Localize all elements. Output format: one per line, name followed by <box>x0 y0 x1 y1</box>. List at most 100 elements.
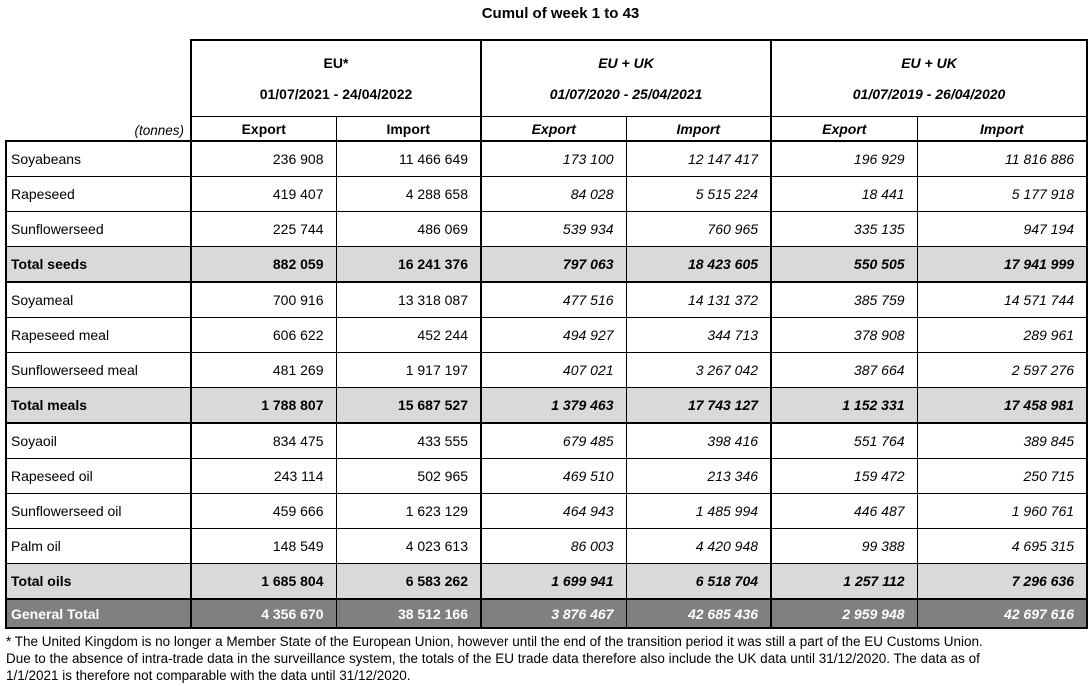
table-row: Soyameal 700 916 13 318 087 477 516 14 131 3… <box>5 281 1089 318</box>
cell-euuk1-export: 469 510 <box>480 458 627 494</box>
cell-euuk2-import: 2 597 276 <box>916 352 1089 388</box>
cell-euuk2-export: 1 152 331 <box>770 387 918 424</box>
cell-eu-import: 4 288 658 <box>335 176 482 212</box>
cell-euuk1-import: 3 267 042 <box>625 352 772 388</box>
cell-eu-export: 419 407 <box>190 176 337 212</box>
table-body: Soyabeans 236 908 11 466 649 173 100 12 147 … <box>5 140 1089 629</box>
cell-eu-export: 459 666 <box>190 493 337 529</box>
cell-euuk1-export: 539 934 <box>480 211 627 247</box>
cell-euuk2-export: 551 764 <box>770 422 918 459</box>
cell-euuk1-import: 398 416 <box>625 422 772 459</box>
cell-eu-export: 4 356 670 <box>190 598 337 629</box>
cell-eu-import: 1 623 129 <box>335 493 482 529</box>
total-row: Total meals 1 788 807 15 687 527 1 379 463 1… <box>5 387 1089 424</box>
cell-eu-export: 236 908 <box>190 140 337 177</box>
cell-euuk1-import: 1 485 994 <box>625 493 772 529</box>
cell-euuk2-export: 385 759 <box>770 281 918 318</box>
row-label: Rapeseed oil <box>5 458 192 494</box>
cell-euuk2-import: 289 961 <box>916 317 1089 353</box>
cell-euuk2-export: 2 959 948 <box>770 598 918 629</box>
table-row: Rapeseed meal 606 622 452 244 494 927 344 71… <box>5 317 1089 353</box>
table-row: Sunflowerseed meal 481 269 1 917 197 407 02… <box>5 352 1089 388</box>
table-row: Rapeseed 419 407 4 288 658 84 028 5 515 224 1… <box>5 176 1089 212</box>
cell-eu-import: 11 466 649 <box>335 140 482 177</box>
row-label: Rapeseed <box>5 176 192 212</box>
cell-euuk1-export: 477 516 <box>480 281 627 318</box>
cell-eu-export: 243 114 <box>190 458 337 494</box>
trade-table: EU* 01/07/2021 - 24/04/2022 EU + UK 01/0… <box>5 39 1089 629</box>
total-row: Total seeds 882 059 16 241 376 797 063 18 42… <box>5 246 1089 283</box>
cell-euuk1-export: 3 876 467 <box>480 598 627 629</box>
group-header-eu: EU* 01/07/2021 - 24/04/2022 <box>189 39 483 117</box>
cell-euuk2-import: 14 571 744 <box>916 281 1089 318</box>
cell-euuk1-import: 6 518 704 <box>625 563 772 600</box>
cell-euuk1-import: 760 965 <box>625 211 772 247</box>
cell-eu-import: 13 318 087 <box>335 281 482 318</box>
cell-euuk2-import: 947 194 <box>916 211 1089 247</box>
cell-eu-import: 1 917 197 <box>335 352 482 388</box>
cell-euuk2-export: 387 664 <box>770 352 918 388</box>
cell-euuk1-export: 679 485 <box>480 422 627 459</box>
cell-eu-export: 700 916 <box>190 281 337 318</box>
row-label: Total oils <box>5 563 192 600</box>
group-header-euuk-2020: EU + UK 01/07/2019 - 26/04/2020 <box>770 39 1089 117</box>
total-row: Total oils 1 685 804 6 583 262 1 699 941 6 5… <box>5 563 1089 600</box>
cell-eu-import: 4 023 613 <box>335 528 482 564</box>
footnote: * The United Kingdom is no longer a Memb… <box>6 633 1091 684</box>
cell-euuk1-import: 12 147 417 <box>625 140 772 177</box>
cell-euuk1-import: 4 420 948 <box>625 528 772 564</box>
group-name-euuk-2020: EU + UK <box>901 55 957 72</box>
cell-euuk2-export: 18 441 <box>770 176 918 212</box>
cell-eu-export: 148 549 <box>190 528 337 564</box>
col-header-euuk1-export: Export <box>480 116 627 142</box>
cell-euuk1-export: 464 943 <box>480 493 627 529</box>
cell-euuk1-import: 14 131 372 <box>625 281 772 318</box>
cell-euuk1-import: 42 685 436 <box>625 598 772 629</box>
row-label: Soyaoil <box>5 422 192 459</box>
cell-euuk1-export: 407 021 <box>480 352 627 388</box>
footnote-line-1: * The United Kingdom is no longer a Memb… <box>6 634 983 649</box>
col-header-eu-export: Export <box>190 116 337 142</box>
table-row: Sunflowerseed 225 744 486 069 539 934 760 96… <box>5 211 1089 247</box>
cell-eu-export: 481 269 <box>190 352 337 388</box>
cell-euuk1-import: 18 423 605 <box>625 246 772 283</box>
table-row: Rapeseed oil 243 114 502 965 469 510 213 346… <box>5 458 1089 494</box>
row-label: Rapeseed meal <box>5 317 192 353</box>
cell-euuk1-export: 494 927 <box>480 317 627 353</box>
group-period-eu: 01/07/2021 - 24/04/2022 <box>259 85 413 102</box>
table-row: Soyabeans 236 908 11 466 649 173 100 12 147 … <box>5 140 1089 177</box>
row-label: Total meals <box>5 387 192 424</box>
cell-euuk2-import: 42 697 616 <box>916 598 1089 629</box>
group-name-eu: EU* <box>323 55 349 72</box>
table-row: Soyaoil 834 475 433 555 679 485 398 416 551 7… <box>5 422 1089 459</box>
row-label: Sunflowerseed <box>5 211 192 247</box>
header-corner <box>6 40 191 117</box>
cell-euuk2-export: 196 929 <box>770 140 918 177</box>
cell-eu-import: 433 555 <box>335 422 482 459</box>
cell-euuk2-import: 17 941 999 <box>916 246 1089 283</box>
cell-euuk2-export: 1 257 112 <box>770 563 918 600</box>
footnote-line-3: 1/1/2021 is therefore not comparable wit… <box>6 668 411 683</box>
cell-euuk1-export: 797 063 <box>480 246 627 283</box>
cell-eu-export: 1 685 804 <box>190 563 337 600</box>
cell-eu-import: 6 583 262 <box>335 563 482 600</box>
cell-euuk1-import: 344 713 <box>625 317 772 353</box>
cell-euuk2-export: 378 908 <box>770 317 918 353</box>
row-label: Sunflowerseed meal <box>5 352 192 388</box>
col-header-euuk1-import: Import <box>625 116 773 142</box>
cell-euuk2-export: 159 472 <box>770 458 918 494</box>
row-label: Soyabeans <box>5 140 192 177</box>
cell-euuk1-export: 84 028 <box>480 176 627 212</box>
cell-euuk2-export: 550 505 <box>770 246 918 283</box>
row-label: General Total <box>5 598 192 629</box>
group-header-euuk-2021: EU + UK 01/07/2020 - 25/04/2021 <box>480 39 773 117</box>
cell-euuk2-import: 11 816 886 <box>916 140 1089 177</box>
cell-euuk1-import: 17 743 127 <box>625 387 772 424</box>
group-name-euuk-2021: EU + UK <box>598 55 654 72</box>
cell-eu-export: 834 475 <box>190 422 337 459</box>
row-label: Palm oil <box>5 528 192 564</box>
cell-euuk2-import: 7 296 636 <box>916 563 1089 600</box>
group-header-row: EU* 01/07/2021 - 24/04/2022 EU + UK 01/0… <box>6 39 1089 117</box>
cell-eu-import: 16 241 376 <box>335 246 482 283</box>
col-header-eu-import: Import <box>335 116 483 142</box>
